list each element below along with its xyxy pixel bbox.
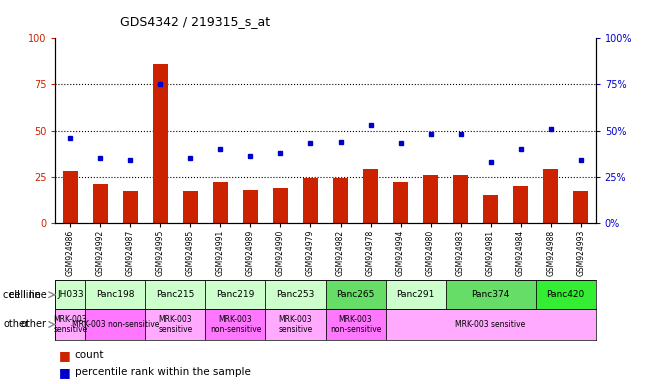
Bar [93, 184, 108, 223]
Bar [123, 191, 138, 223]
Bar [423, 175, 438, 223]
Bar [183, 191, 198, 223]
Text: MRK-003 sensitive: MRK-003 sensitive [456, 320, 526, 329]
Bar [266, 309, 326, 340]
Bar [453, 175, 468, 223]
Bar [385, 280, 445, 309]
Bar [326, 309, 385, 340]
Text: ■: ■ [59, 366, 70, 379]
Bar [303, 179, 318, 223]
Bar [513, 186, 528, 223]
Text: cell line: cell line [3, 290, 41, 300]
Bar [206, 309, 266, 340]
Text: cell line: cell line [8, 290, 46, 300]
Bar [445, 280, 536, 309]
Text: count: count [75, 350, 104, 360]
Bar [63, 171, 78, 223]
Text: Panc198: Panc198 [96, 290, 135, 299]
Bar [536, 280, 596, 309]
Text: Panc374: Panc374 [471, 290, 510, 299]
Text: Panc219: Panc219 [216, 290, 255, 299]
Text: Panc253: Panc253 [276, 290, 314, 299]
Bar [55, 280, 85, 309]
Bar [243, 190, 258, 223]
Text: other: other [3, 319, 29, 329]
Bar [206, 280, 266, 309]
Text: ■: ■ [59, 349, 70, 362]
Bar [145, 309, 206, 340]
Text: percentile rank within the sample: percentile rank within the sample [75, 367, 251, 377]
Text: MRK-003
non-sensitive: MRK-003 non-sensitive [330, 315, 381, 334]
Text: MRK-003
non-sensitive: MRK-003 non-sensitive [210, 315, 261, 334]
Bar [266, 280, 326, 309]
Bar [333, 179, 348, 223]
Bar [153, 64, 168, 223]
Bar [326, 280, 385, 309]
Bar [573, 191, 588, 223]
Text: MRK-003
sensitive: MRK-003 sensitive [53, 315, 87, 334]
Text: JH033: JH033 [57, 290, 84, 299]
Text: MRK-003 non-sensitive: MRK-003 non-sensitive [72, 320, 159, 329]
Text: other: other [20, 319, 46, 329]
Bar [273, 188, 288, 223]
Text: GDS4342 / 219315_s_at: GDS4342 / 219315_s_at [120, 15, 270, 28]
Text: Panc291: Panc291 [396, 290, 435, 299]
Bar [393, 182, 408, 223]
Text: MRK-003
sensitive: MRK-003 sensitive [158, 315, 193, 334]
Text: Panc265: Panc265 [337, 290, 375, 299]
Bar [543, 169, 558, 223]
Text: Panc420: Panc420 [547, 290, 585, 299]
Text: Panc215: Panc215 [156, 290, 195, 299]
Text: MRK-003
sensitive: MRK-003 sensitive [279, 315, 312, 334]
Bar [385, 309, 596, 340]
Bar [55, 309, 85, 340]
Bar [213, 182, 228, 223]
Bar [363, 169, 378, 223]
Bar [145, 280, 206, 309]
Bar [85, 280, 145, 309]
Bar [483, 195, 498, 223]
Bar [85, 309, 145, 340]
